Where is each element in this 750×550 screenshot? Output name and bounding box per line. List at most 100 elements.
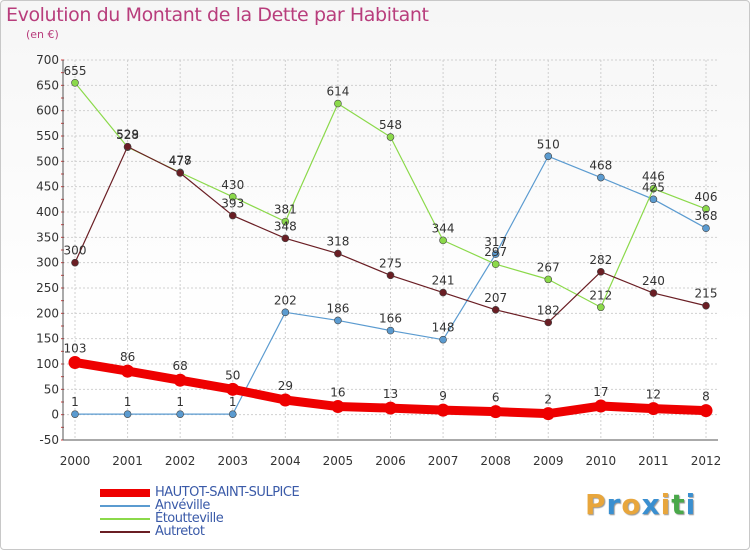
data-label-anv-ville: 468 (589, 159, 612, 173)
data-label-anv-ville: 1 (176, 395, 184, 409)
data-label-anv-ville: 1 (229, 395, 237, 409)
legend-swatch (100, 518, 150, 520)
y-tick-label: 550 (36, 129, 59, 143)
data-label--toutteville: 381 (274, 203, 297, 217)
data-point-hautot-saint-sulpice (699, 404, 713, 418)
data-point-autretot (544, 318, 553, 327)
data-label-autretot: 282 (589, 253, 612, 267)
data-point-autretot (123, 142, 132, 151)
data-label-autretot: 241 (432, 274, 455, 288)
data-point--toutteville (228, 193, 237, 201)
data-label-autretot: 318 (326, 235, 349, 249)
data-label-autretot: 215 (695, 287, 718, 301)
x-tick-label: 2008 (480, 454, 511, 468)
y-tick-label: 400 (36, 205, 59, 219)
data-label-hautot-saint-sulpice: 13 (383, 387, 398, 401)
proxiti-logo: Proxiti (585, 488, 696, 521)
x-tick-label: 2004 (270, 454, 301, 468)
data-point-autretot (281, 234, 290, 243)
data-point-anv-ville (702, 224, 710, 233)
data-label-autretot: 182 (537, 303, 560, 317)
data-label-hautot-saint-sulpice: 16 (330, 386, 345, 400)
x-tick-label: 2005 (323, 454, 354, 468)
logo-letter: o (621, 488, 642, 521)
y-tick-label: 600 (36, 104, 59, 118)
data-label-hautot-saint-sulpice: 50 (225, 368, 240, 382)
chart-unit-label: (en €) (26, 28, 59, 41)
data-point-autretot (334, 249, 342, 258)
y-tick-label: 100 (36, 357, 59, 371)
logo-letter: r (606, 488, 622, 521)
data-point-anv-ville (281, 308, 290, 317)
data-point-hautot-saint-sulpice (384, 401, 397, 415)
data-label--toutteville: 614 (326, 85, 349, 99)
data-label-hautot-saint-sulpice: 17 (593, 385, 608, 399)
data-point-autretot (176, 169, 184, 177)
data-label-anv-ville: 148 (432, 321, 455, 335)
y-tick-label: 300 (36, 256, 59, 270)
data-point--toutteville (439, 236, 447, 245)
x-tick-label: 2010 (586, 454, 617, 468)
data-point-anv-ville (597, 173, 605, 182)
legend-swatch (100, 489, 150, 497)
data-label-autretot: 348 (274, 219, 297, 233)
data-point-anv-ville (228, 410, 237, 418)
data-label--toutteville: 478 (169, 153, 192, 167)
data-label-anv-ville: 425 (642, 180, 665, 194)
data-point--toutteville (491, 260, 500, 268)
y-tick-label: 450 (36, 180, 59, 194)
data-label--toutteville: 297 (484, 245, 507, 259)
data-point--toutteville (702, 205, 710, 213)
x-tick-label: 2011 (638, 454, 669, 468)
data-label-autretot: 275 (379, 256, 402, 270)
data-point-hautot-saint-sulpice (226, 382, 240, 396)
x-tick-label: 2003 (217, 454, 248, 468)
x-tick-label: 2007 (428, 454, 459, 468)
data-label-hautot-saint-sulpice: 103 (64, 341, 87, 355)
data-point-anv-ville (334, 316, 342, 325)
data-label-hautot-saint-sulpice: 2 (544, 393, 552, 407)
data-label-anv-ville: 317 (484, 235, 507, 249)
data-label-anv-ville: 510 (537, 137, 560, 151)
y-tick-label: 250 (36, 281, 59, 295)
x-tick-label: 2001 (112, 454, 143, 468)
y-tick-label: 0 (51, 408, 59, 422)
data-point--toutteville (386, 133, 395, 141)
data-point-hautot-saint-sulpice (173, 373, 187, 387)
data-point--toutteville (649, 184, 658, 193)
data-point-autretot (71, 258, 79, 267)
logo-letter: i (685, 488, 697, 521)
data-label--toutteville: 212 (589, 288, 612, 302)
data-point-anv-ville (544, 152, 553, 161)
x-tick-label: 2009 (533, 454, 564, 468)
data-point-hautot-saint-sulpice (68, 355, 82, 369)
data-label-hautot-saint-sulpice: 12 (646, 388, 661, 402)
data-label--toutteville: 344 (432, 221, 455, 235)
x-tick-label: 2000 (60, 454, 91, 468)
x-tick-label: 2006 (375, 454, 406, 468)
data-point-autretot (439, 288, 447, 297)
data-label--toutteville: 406 (695, 190, 718, 204)
data-point-hautot-saint-sulpice (436, 403, 450, 417)
data-point-hautot-saint-sulpice (541, 407, 555, 421)
y-tick-label: 500 (36, 154, 59, 168)
data-point-anv-ville (491, 250, 500, 258)
data-point-autretot (597, 267, 605, 276)
data-label-anv-ville: 1 (71, 395, 79, 409)
logo-letter: x (641, 488, 661, 521)
y-tick-label: 700 (36, 53, 59, 67)
data-label-anv-ville: 1 (124, 395, 132, 409)
chart-title: Evolution du Montant de la Dette par Hab… (6, 4, 429, 26)
legend-swatch (100, 531, 150, 533)
data-point-autretot (386, 271, 395, 280)
x-tick-label: 2002 (165, 454, 196, 468)
data-point--toutteville (597, 303, 605, 312)
logo-letter: P (585, 488, 607, 521)
data-point-anv-ville (386, 326, 395, 335)
data-label-hautot-saint-sulpice: 9 (439, 389, 447, 403)
legend-label: Étoutteville (155, 511, 224, 526)
y-tick-label: 150 (36, 332, 59, 346)
data-point-hautot-saint-sulpice (331, 400, 345, 414)
data-point-autretot (491, 305, 500, 314)
data-point-hautot-saint-sulpice (646, 402, 660, 416)
